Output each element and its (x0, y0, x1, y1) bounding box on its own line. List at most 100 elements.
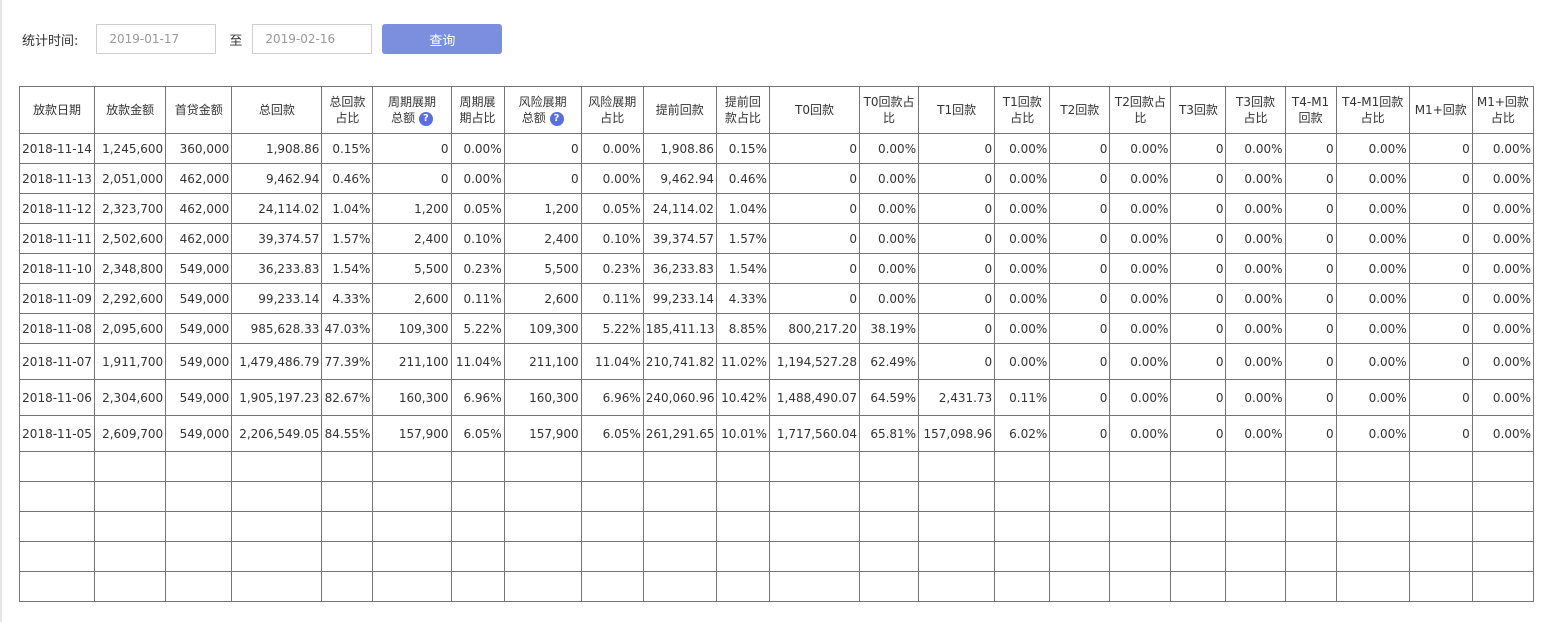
table-cell: 82.67% (321, 379, 374, 416)
table-cell: 1.54% (321, 253, 374, 284)
table-cell: 0.00% (1225, 379, 1286, 416)
table-cell: 157,098.96 (918, 415, 996, 452)
table-cell: 549,000 (165, 415, 233, 452)
table-cell: 0.00% (1471, 379, 1535, 416)
table-cell: 0 (1170, 283, 1227, 314)
table-cell: 0.46% (321, 163, 374, 194)
empty-cell (231, 571, 323, 602)
table-cell: 0.00% (450, 163, 505, 194)
empty-cell (768, 451, 861, 482)
empty-table-row (18, 511, 1535, 542)
empty-cell (18, 571, 96, 602)
column-header-label: T4-M1 (1291, 95, 1330, 109)
table-cell: 0.00% (1471, 415, 1535, 452)
empty-cell (503, 541, 582, 572)
column-header: T0回款 (768, 86, 861, 134)
table-cell: 0 (918, 163, 996, 194)
column-header: T2回款占比 (1109, 86, 1172, 134)
table-cell: 0.23% (450, 253, 505, 284)
empty-cell (1471, 511, 1535, 542)
table-cell: 0 (1170, 223, 1227, 254)
empty-cell (94, 481, 167, 512)
table-cell: 0 (1049, 313, 1111, 344)
table-cell: 5.22% (450, 313, 505, 344)
table-cell: 4.33% (321, 283, 374, 314)
table-cell: 0.00% (994, 133, 1051, 164)
table-cell: 6.02% (994, 415, 1051, 452)
table-cell: 360,000 (165, 133, 233, 164)
empty-cell (1170, 571, 1227, 602)
empty-cell (1109, 511, 1172, 542)
table-cell: 2,600 (372, 283, 452, 314)
table-cell: 0 (1408, 379, 1473, 416)
table-cell: 0.00% (1225, 193, 1286, 224)
date-cell: 2018-11-09 (18, 283, 96, 314)
column-header: 放款金额 (94, 86, 167, 134)
query-button[interactable]: 查询 (382, 24, 503, 54)
column-header-label: T3回款 (1236, 95, 1275, 109)
column-header-label: 提前回 (724, 95, 761, 109)
table-cell: 0 (1170, 163, 1227, 194)
table-cell: 0 (1170, 415, 1227, 452)
table-cell: 0 (768, 223, 861, 254)
table-body: 2018-11-14 1,245,600 360,000 1,908.86 0.15% 0… (18, 133, 1535, 602)
column-header-label: M1+回款 (1476, 95, 1529, 109)
column-header: T0回款占比 (859, 86, 920, 134)
column-header-label: 周期展 (459, 95, 496, 109)
table-cell: 99,233.14 (231, 283, 323, 314)
column-header-label-line2: 期占比 (459, 111, 496, 125)
empty-cell (1408, 481, 1473, 512)
empty-cell (1109, 451, 1172, 482)
empty-cell (1109, 571, 1172, 602)
empty-cell (1284, 541, 1337, 572)
question-circle-icon[interactable]: ? (418, 111, 433, 126)
empty-cell (715, 541, 770, 572)
empty-cell (165, 571, 233, 602)
table-cell: 0.00% (1225, 313, 1286, 344)
empty-cell (715, 451, 770, 482)
empty-cell (1471, 451, 1535, 482)
table-cell: 0 (503, 133, 582, 164)
column-header-label: 风险展期 (518, 95, 567, 109)
end-date-input[interactable] (252, 24, 373, 54)
empty-cell (859, 481, 920, 512)
table-cell: 0.00% (859, 193, 920, 224)
table-cell: 0.00% (859, 283, 920, 314)
table-cell: 2,400 (503, 223, 582, 254)
column-header-label: T0回款 (794, 103, 834, 117)
empty-cell (231, 451, 323, 482)
table-cell: 160,300 (503, 379, 582, 416)
empty-cell (580, 511, 644, 542)
table-cell: 0 (1408, 415, 1473, 452)
table-cell: 0.00% (1109, 193, 1172, 224)
empty-cell (1284, 511, 1337, 542)
table-cell: 0.00% (1109, 415, 1172, 452)
table-cell: 462,000 (165, 193, 233, 224)
table-cell: 2,095,600 (94, 313, 167, 344)
empty-cell (231, 481, 323, 512)
empty-cell (1408, 541, 1473, 572)
table-cell: 0.00% (994, 313, 1051, 344)
table-cell: 211,100 (372, 343, 452, 380)
empty-cell (859, 571, 920, 602)
table-cell: 0 (918, 343, 996, 380)
question-circle-icon[interactable]: ? (549, 111, 564, 126)
table-cell: 2,348,800 (94, 253, 167, 284)
table-cell: 0.00% (859, 133, 920, 164)
date-cell: 2018-11-06 (18, 379, 96, 416)
empty-cell (18, 481, 96, 512)
date-cell: 2018-11-07 (18, 343, 96, 380)
table-cell: 1,200 (372, 193, 452, 224)
empty-cell (1284, 451, 1337, 482)
empty-cell (580, 451, 644, 482)
empty-cell (165, 451, 233, 482)
table-cell: 0.05% (450, 193, 505, 224)
date-cell: 2018-11-14 (18, 133, 96, 164)
table-cell: 0 (1170, 133, 1227, 164)
start-date-input[interactable] (96, 24, 217, 54)
table-cell: 210,741.82 (642, 343, 717, 380)
empty-cell (642, 571, 717, 602)
empty-cell (503, 451, 582, 482)
empty-cell (165, 541, 233, 572)
table-cell: 0 (1284, 415, 1337, 452)
